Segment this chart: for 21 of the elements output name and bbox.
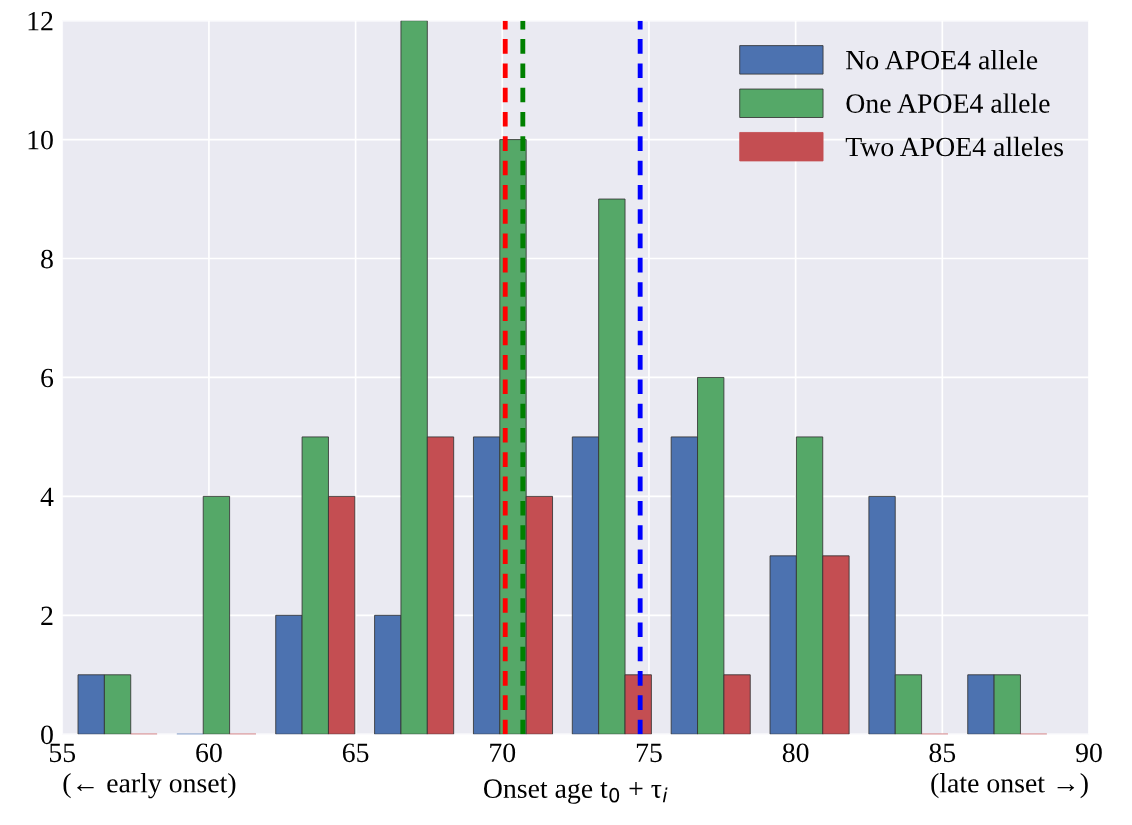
y-tick-label: 4 xyxy=(40,487,54,507)
legend-label: One APOE4 allele xyxy=(846,93,1050,113)
x-tick-label: 75 xyxy=(636,743,662,763)
x-axis-title: Onset age t$_{0}$ + τ$_{i}$ xyxy=(483,779,668,804)
x-tick-label: 90 xyxy=(1075,743,1102,763)
x-tick-label: 85 xyxy=(929,743,956,763)
x-tick-label: 60 xyxy=(196,743,222,763)
y-tick-label: 12 xyxy=(28,11,53,31)
legend-label: Two APOE4 alleles xyxy=(845,136,1063,157)
y-tick-label: 2 xyxy=(41,606,53,625)
text: (late onset →) xyxy=(931,773,1088,799)
x-tick-label: 80 xyxy=(782,743,809,763)
y-tick-label: 10 xyxy=(28,130,53,150)
y-tick-label: 0 xyxy=(41,725,53,745)
x-tick-label: 65 xyxy=(342,743,369,763)
text: (← early onset) xyxy=(63,773,236,799)
x-tick-label: 70 xyxy=(490,743,516,763)
y-tick-label: 8 xyxy=(41,249,53,269)
x-tick-label: 55 xyxy=(49,743,76,763)
y-tick-label: 6 xyxy=(41,368,54,388)
legend-label: No APOE4 allele xyxy=(846,49,1038,70)
